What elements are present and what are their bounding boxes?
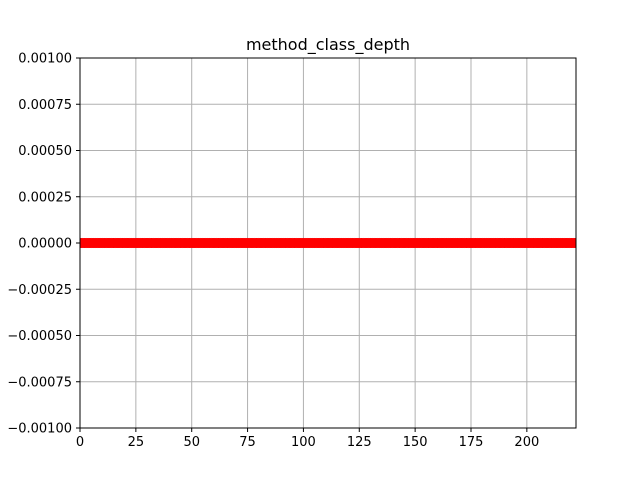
x-tick-label: 150 — [403, 435, 428, 450]
y-tick-label: 0.00075 — [18, 98, 72, 113]
data-point — [570, 237, 576, 249]
y-tick-label: 0.00000 — [18, 237, 72, 252]
y-tick-label: −0.00025 — [7, 283, 72, 298]
x-tick-label: 25 — [128, 435, 145, 450]
y-tick-label: 0.00050 — [18, 144, 72, 159]
x-tick-label: 0 — [76, 435, 84, 450]
y-tick-label: 0.00025 — [18, 190, 72, 205]
y-tick-label: −0.00050 — [7, 329, 72, 344]
axis-ticks — [76, 57, 528, 432]
x-tick-label: 125 — [347, 435, 372, 450]
chart-title: method_class_depth — [246, 35, 410, 55]
y-tick-label: −0.00075 — [7, 375, 72, 390]
data-points — [80, 237, 576, 249]
y-tick-label: 0.00100 — [18, 52, 72, 67]
y-tick-label: −0.00100 — [7, 422, 72, 437]
x-tick-label: 100 — [291, 435, 316, 450]
x-tick-label: 175 — [459, 435, 484, 450]
tick-labels: 0 25 50 75 100 125 150 175 200 0.00100 0.00075 0.00… — [7, 52, 539, 451]
x-tick-label: 75 — [239, 435, 256, 450]
x-tick-label: 200 — [514, 435, 539, 450]
x-tick-label: 50 — [183, 435, 200, 450]
